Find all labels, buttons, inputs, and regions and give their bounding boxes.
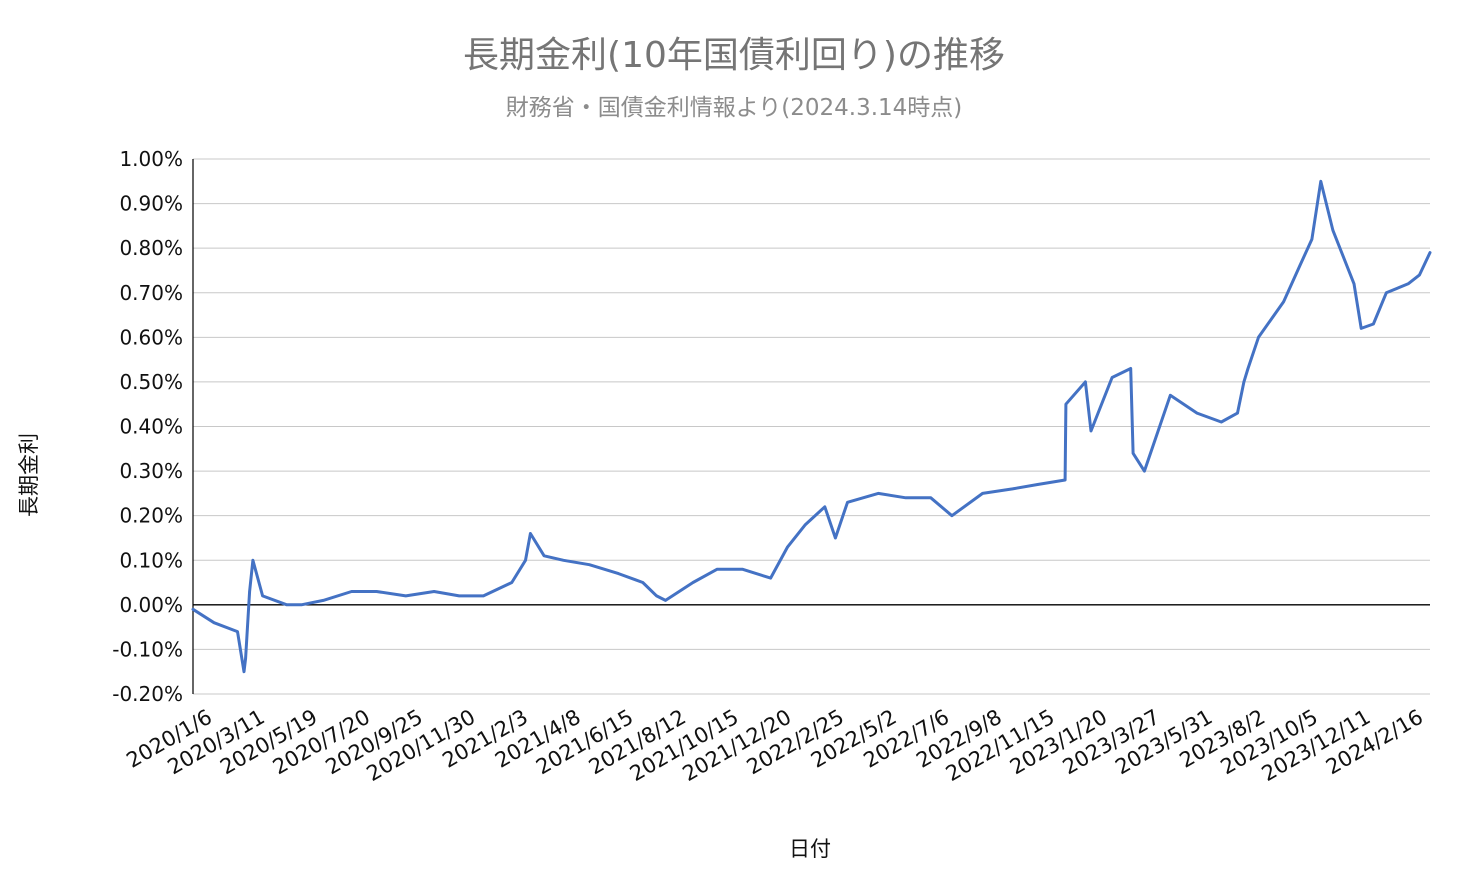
data-point xyxy=(1352,282,1356,285)
data-point xyxy=(981,492,984,495)
data-point xyxy=(458,594,461,598)
data-point xyxy=(655,594,658,598)
data-point xyxy=(641,581,644,584)
data-point xyxy=(191,608,195,611)
data-point xyxy=(524,559,527,562)
y-axis-ticks: 1.00% 0.90% 0.80% 0.70% 0.60% 0.50% 0.40% 0.30%… xyxy=(112,147,183,706)
data-point xyxy=(1129,367,1132,370)
y-tick-label: -0.10% xyxy=(112,637,183,661)
data-point xyxy=(1246,367,1250,370)
chart-subtitle: 財務省・国債金利情報より(2024.3.14時点) xyxy=(505,95,963,121)
data-point xyxy=(562,559,565,562)
y-tick-label: 0.10% xyxy=(119,548,183,572)
y-tick-label: 0.20% xyxy=(119,504,183,528)
data-point xyxy=(1143,469,1146,473)
y-tick-label: 0.90% xyxy=(119,192,183,216)
data-point xyxy=(1319,180,1323,183)
data-point xyxy=(1310,238,1314,241)
data-point xyxy=(1331,229,1335,232)
data-point xyxy=(769,576,772,580)
data-point xyxy=(1011,487,1014,491)
data-point xyxy=(285,603,288,606)
data-point xyxy=(1428,251,1432,254)
data-point xyxy=(542,554,546,557)
data-point xyxy=(1169,394,1172,397)
data-point xyxy=(244,657,247,660)
data-point xyxy=(846,501,849,504)
data-point xyxy=(834,536,837,540)
data-point xyxy=(212,621,216,624)
data-point xyxy=(691,581,695,584)
data-point xyxy=(1036,483,1039,486)
data-point xyxy=(529,532,532,535)
data-point xyxy=(1298,264,1301,268)
data-point xyxy=(786,545,789,549)
chart-title: 長期金利(10年国債利回り)の推移 xyxy=(463,35,1005,76)
data-point xyxy=(950,514,954,517)
data-point xyxy=(432,590,436,593)
data-point xyxy=(877,492,880,495)
x-axis-label: 日付 xyxy=(789,837,831,861)
data-point xyxy=(1360,327,1363,330)
data-point xyxy=(350,590,353,593)
data-point xyxy=(236,630,239,633)
series-line xyxy=(191,179,1432,674)
data-point xyxy=(664,599,667,602)
data-point xyxy=(823,505,826,508)
data-point xyxy=(1131,452,1135,455)
data-point xyxy=(1220,420,1223,424)
gridlines xyxy=(192,158,1430,695)
data-point xyxy=(929,496,932,499)
y-tick-label: -0.20% xyxy=(112,682,183,706)
y-tick-label: 1.00% xyxy=(119,147,183,171)
data-point xyxy=(1418,273,1421,277)
y-tick-label: 0.00% xyxy=(119,593,183,617)
data-point xyxy=(261,594,264,598)
y-tick-label: 0.30% xyxy=(119,459,183,483)
data-point xyxy=(804,523,807,526)
data-point xyxy=(1064,403,1068,406)
data-point xyxy=(404,594,407,598)
data-point xyxy=(1242,380,1246,384)
data-point xyxy=(1282,300,1285,303)
x-axis-ticks: 2020/1/62020/3/112020/5/192020/7/202020/… xyxy=(122,705,1427,786)
data-point xyxy=(741,568,744,571)
data-point xyxy=(1089,429,1093,433)
data-point xyxy=(510,581,513,584)
data-point xyxy=(588,563,591,566)
data-point xyxy=(482,594,485,598)
data-point xyxy=(1407,282,1410,285)
data-point xyxy=(251,559,255,562)
data-point xyxy=(1063,478,1067,482)
data-point xyxy=(1195,411,1199,415)
data-point xyxy=(1385,291,1388,294)
y-tick-label: 0.70% xyxy=(119,281,183,305)
data-point xyxy=(1372,322,1375,326)
data-point xyxy=(322,599,325,602)
data-point xyxy=(617,572,620,575)
data-point xyxy=(300,603,303,606)
data-point xyxy=(904,496,907,499)
data-point xyxy=(1084,380,1087,384)
data-point xyxy=(375,590,378,593)
y-tick-label: 0.50% xyxy=(119,370,183,394)
y-tick-label: 0.40% xyxy=(119,415,183,439)
data-point xyxy=(716,568,719,571)
y-tick-label: 0.60% xyxy=(119,325,183,349)
data-point xyxy=(1236,411,1239,415)
data-point xyxy=(242,670,246,673)
series-layer xyxy=(191,179,1432,674)
data-point xyxy=(248,590,251,593)
data-point xyxy=(1257,336,1260,339)
data-point xyxy=(1110,376,1114,379)
y-tick-label: 0.80% xyxy=(119,236,183,260)
